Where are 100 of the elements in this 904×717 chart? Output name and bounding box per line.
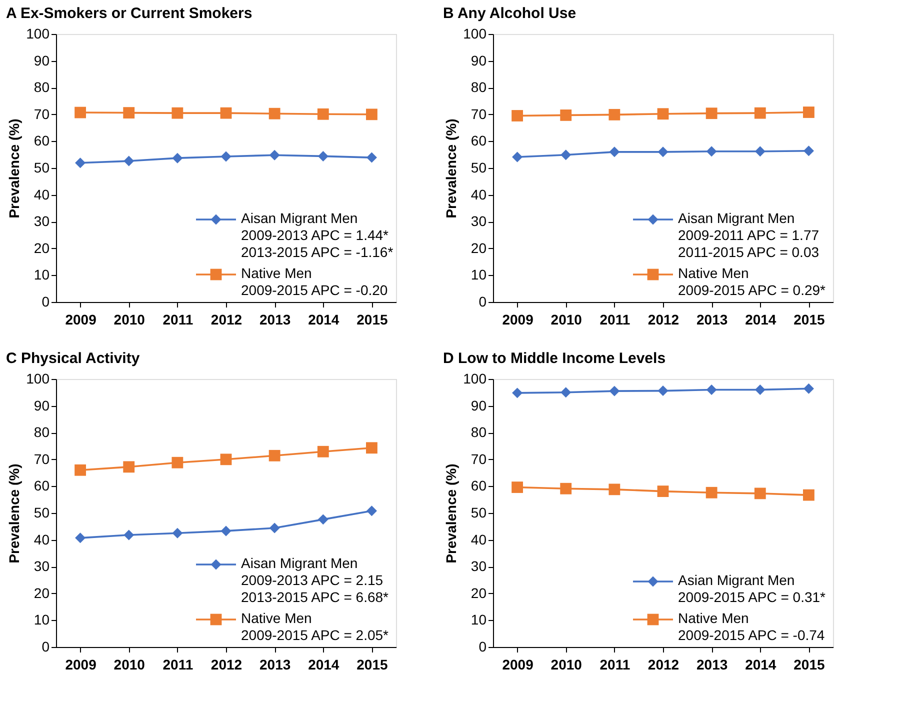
point — [658, 386, 668, 396]
y-tick-label: 90 — [470, 397, 487, 414]
y-axis-title: Prevalence (%) — [6, 464, 22, 564]
x-tick-label: 2012 — [648, 312, 680, 328]
x-tick-label: 2010 — [114, 312, 146, 328]
x-tick-label: 2014 — [745, 656, 776, 672]
x-tick-label: 2011 — [600, 656, 630, 672]
y-tick-label: 30 — [470, 213, 487, 230]
y-tick-label: 50 — [470, 504, 487, 520]
point — [220, 151, 232, 162]
y-tick-label: 20 — [34, 240, 50, 256]
x-tick-label: 2012 — [210, 656, 242, 672]
x-tick-label: 2010 — [550, 312, 582, 328]
y-tick-label: 10 — [34, 612, 50, 628]
y-tick-label: 30 — [470, 558, 487, 574]
x-tick-label: 2011 — [162, 312, 194, 328]
point — [657, 486, 669, 497]
point — [560, 482, 572, 494]
y-tick-label: 10 — [34, 266, 50, 283]
x-tick-label: 2015 — [794, 312, 825, 328]
x-tick-label: 2009 — [65, 312, 97, 328]
point — [318, 514, 328, 525]
y-tick-label: 20 — [34, 584, 50, 601]
point — [512, 110, 523, 122]
x-tick-label: 2015 — [356, 656, 388, 672]
y-tick-label: 60 — [470, 478, 487, 494]
y-tick-label: 0 — [478, 638, 487, 654]
y-tick-label: 40 — [34, 186, 50, 202]
y-tick-label: 50 — [34, 160, 50, 176]
x-tick-label: 2012 — [210, 312, 242, 328]
point — [609, 386, 620, 396]
y-tick-label: 80 — [470, 424, 487, 440]
y-tick-label: 80 — [470, 79, 487, 96]
point — [75, 158, 86, 168]
y-tick-label: 100 — [26, 370, 50, 386]
y-tick-label: 70 — [34, 106, 50, 122]
point — [366, 442, 378, 454]
point — [658, 146, 668, 158]
legend-label: Aisan Migrant Men 2009-2013 APC = 1.44* 2013-2015 APC = -1.16* — [241, 210, 394, 260]
y-tick-label: 30 — [34, 213, 50, 230]
point — [754, 146, 766, 157]
point — [269, 150, 280, 160]
x-tick-label: 2011 — [162, 656, 194, 672]
y-tick-label: 30 — [34, 558, 50, 574]
chart-title: A Ex-Smokers or Current Smokers — [6, 5, 252, 22]
legend-label: Native Men 2009-2015 APC = -0.20 — [241, 265, 388, 298]
x-tick-label: 2009 — [65, 656, 97, 672]
point — [366, 506, 377, 516]
point — [124, 156, 134, 166]
x-tick-label: 2014 — [308, 656, 340, 672]
point — [172, 456, 184, 468]
y-tick-label: 70 — [34, 450, 50, 467]
y-tick-label: 50 — [34, 504, 50, 520]
point — [74, 106, 86, 118]
x-tick-label: 2012 — [648, 656, 680, 672]
x-tick-label: 2013 — [259, 656, 291, 672]
point — [560, 150, 572, 160]
point — [366, 152, 377, 163]
legend-label: Aisan Migrant Men 2009-2011 APC = 1.77 2011-2015 APC = 0.03 — [678, 210, 820, 260]
point — [608, 108, 620, 120]
point — [318, 150, 328, 162]
point — [74, 464, 86, 476]
point — [803, 383, 814, 394]
point — [123, 107, 135, 118]
y-tick-label: 100 — [463, 370, 487, 386]
y-axis-title: Prevalence (%) — [443, 464, 460, 564]
point — [220, 526, 232, 536]
y-tick-label: 90 — [34, 52, 50, 68]
point — [754, 107, 766, 119]
point — [220, 107, 232, 119]
point — [706, 486, 718, 498]
point — [123, 461, 135, 473]
y-tick-label: 10 — [470, 266, 487, 283]
y-tick-label: 80 — [34, 79, 50, 96]
y-tick-label: 90 — [470, 52, 487, 68]
y-tick-label: 60 — [34, 132, 50, 149]
point — [75, 532, 86, 544]
point — [124, 530, 134, 540]
point — [560, 387, 572, 398]
point — [512, 152, 523, 162]
y-tick-label: 0 — [42, 294, 50, 310]
y-axis-title: Prevalence (%) — [6, 118, 22, 218]
y-tick-label: 70 — [470, 106, 487, 122]
y-axis-title: Prevalence (%) — [443, 118, 460, 218]
point — [317, 108, 329, 120]
legend-label: Native Men 2009-2015 APC = -0.74 — [678, 610, 825, 643]
y-tick-label: 60 — [470, 132, 487, 149]
point — [560, 110, 572, 121]
point — [754, 488, 766, 500]
y-tick-label: 100 — [463, 26, 487, 42]
y-tick-label: 0 — [42, 638, 50, 654]
point — [512, 482, 523, 493]
point — [317, 446, 329, 458]
point — [706, 108, 718, 120]
y-tick-label: 70 — [470, 450, 487, 467]
point — [172, 528, 183, 538]
chart-title: B Any Alcohol Use — [443, 5, 576, 22]
y-tick-label: 40 — [470, 186, 487, 202]
legend-label: Native Men 2009-2015 APC = 2.05* — [241, 610, 390, 643]
point — [268, 108, 280, 120]
